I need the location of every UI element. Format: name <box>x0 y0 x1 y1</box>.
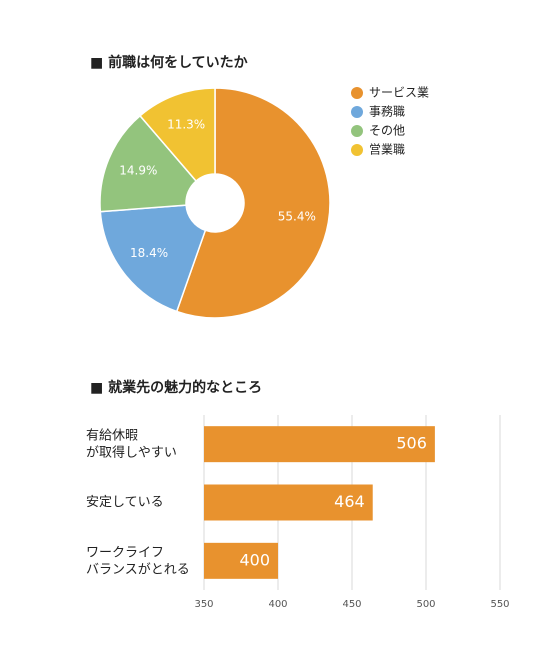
data-label: 55.4% <box>278 210 316 224</box>
legend-swatch <box>351 125 363 137</box>
y-tick-label: ワークライフバランスがとれる <box>86 545 190 577</box>
data-label: 14.9% <box>119 164 157 178</box>
chart-title: ■ 前職は何をしていたか <box>90 54 248 71</box>
legend-label: サービス業 <box>369 86 429 100</box>
y-tick-label: 有給休暇が取得しやすい <box>86 428 177 460</box>
data-label: 11.3% <box>167 118 205 132</box>
x-tick-label: 400 <box>268 599 287 610</box>
legend-swatch <box>351 106 363 118</box>
x-tick-label: 550 <box>490 599 509 610</box>
data-label: 400 <box>239 550 270 569</box>
x-tick-label: 350 <box>194 599 213 610</box>
data-label: 506 <box>396 434 427 453</box>
legend-label: 営業職 <box>369 143 405 157</box>
data-label: 18.4% <box>130 246 168 260</box>
x-tick-label: 450 <box>342 599 361 610</box>
x-tick-label: 500 <box>416 599 435 610</box>
bar <box>204 426 435 463</box>
pie-slice <box>99 114 198 213</box>
pie-slice <box>99 204 207 313</box>
chart-title: ■ 就業先の魅力的なところ <box>90 379 262 396</box>
bar <box>204 542 278 579</box>
legend-label: 事務職 <box>369 105 405 119</box>
data-label: 464 <box>334 492 365 511</box>
pie-slice <box>138 87 216 183</box>
legend-swatch <box>351 144 363 156</box>
bar <box>204 484 373 521</box>
legend-label: その他 <box>369 124 405 138</box>
y-tick-label: 安定している <box>86 495 164 510</box>
legend-swatch <box>351 87 363 99</box>
